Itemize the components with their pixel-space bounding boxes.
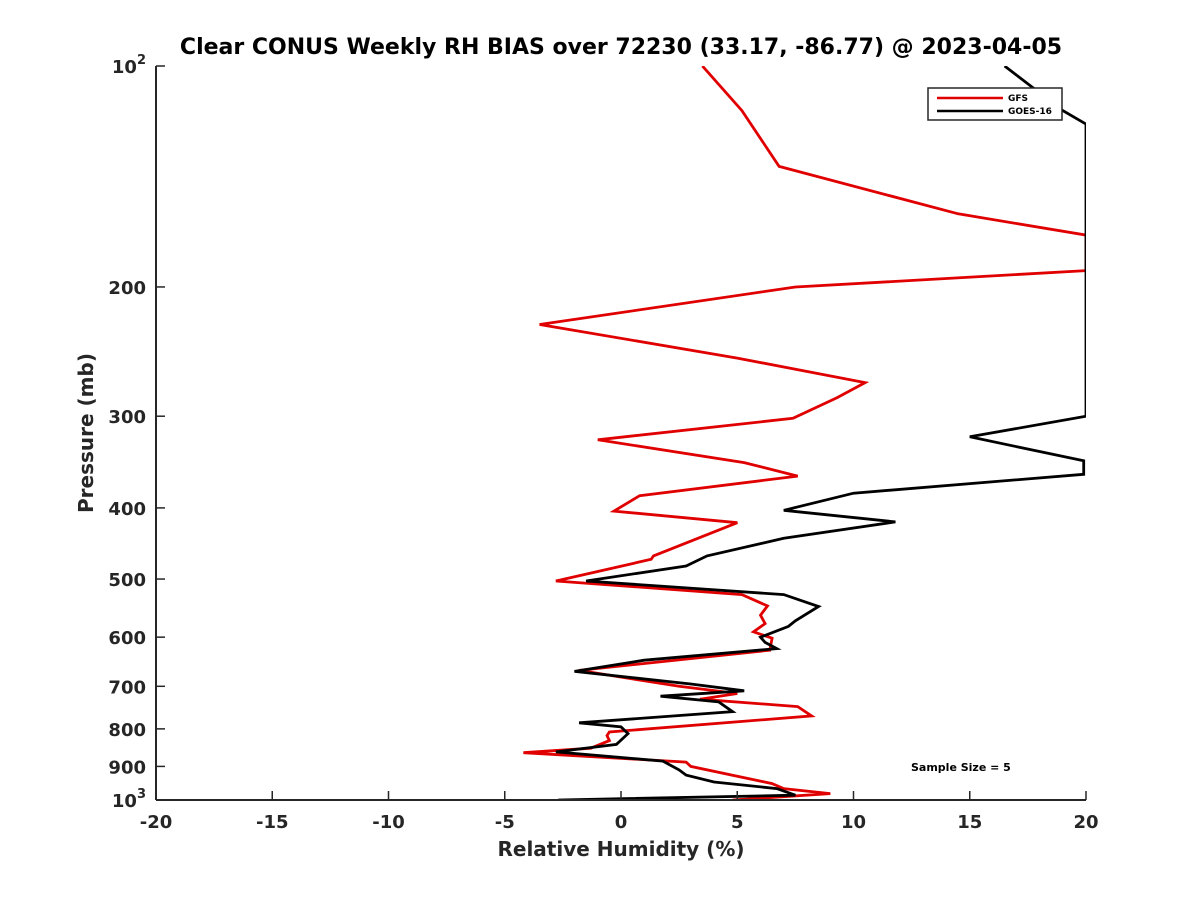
x-tick-label: -20: [140, 812, 173, 833]
x-tick-label: -15: [256, 812, 289, 833]
y-tick-label: 900: [108, 757, 146, 778]
legend-label-gfs: GFS: [1008, 94, 1028, 104]
sample-size-annotation: Sample Size = 5: [911, 761, 1011, 774]
y-tick-label: 300: [108, 407, 146, 428]
legend-box: [927, 87, 1063, 121]
x-ticks: -20 -15 -10 -5 0 5 10 15 20: [140, 791, 1099, 833]
legend: GFS GOES-16: [927, 87, 1063, 121]
series-line-gfs: [523, 66, 1086, 800]
y-tick-label: 500: [108, 570, 146, 591]
x-tick-label: 0: [615, 812, 628, 833]
y-tick-label: 200: [108, 278, 146, 299]
y-axis-label: Pressure (mb): [74, 353, 98, 513]
x-tick-label: 10: [841, 812, 866, 833]
y-ticks: 102 200 300 400 500 600 700 800 900 103: [108, 53, 165, 812]
x-tick-label: 5: [731, 812, 744, 833]
x-tick-label: 20: [1073, 812, 1098, 833]
y-tick-label: 103: [112, 787, 146, 812]
chart-title: Clear CONUS Weekly RH BIAS over 72230 (3…: [180, 35, 1062, 60]
x-tick-label: -10: [372, 812, 405, 833]
x-tick-label: -5: [495, 812, 515, 833]
y-tick-label: 800: [108, 720, 146, 741]
y-tick-label: 400: [108, 499, 146, 520]
y-tick-label: 700: [108, 677, 146, 698]
y-tick-label: 102: [112, 53, 146, 78]
series-layer: [523, 66, 1086, 800]
series-line-goes16: [555, 66, 1086, 800]
x-tick-label: 15: [957, 812, 982, 833]
y-tick-label: 600: [108, 628, 146, 649]
legend-label-goes16: GOES-16: [1008, 107, 1052, 117]
x-axis-label: Relative Humidity (%): [497, 837, 744, 861]
